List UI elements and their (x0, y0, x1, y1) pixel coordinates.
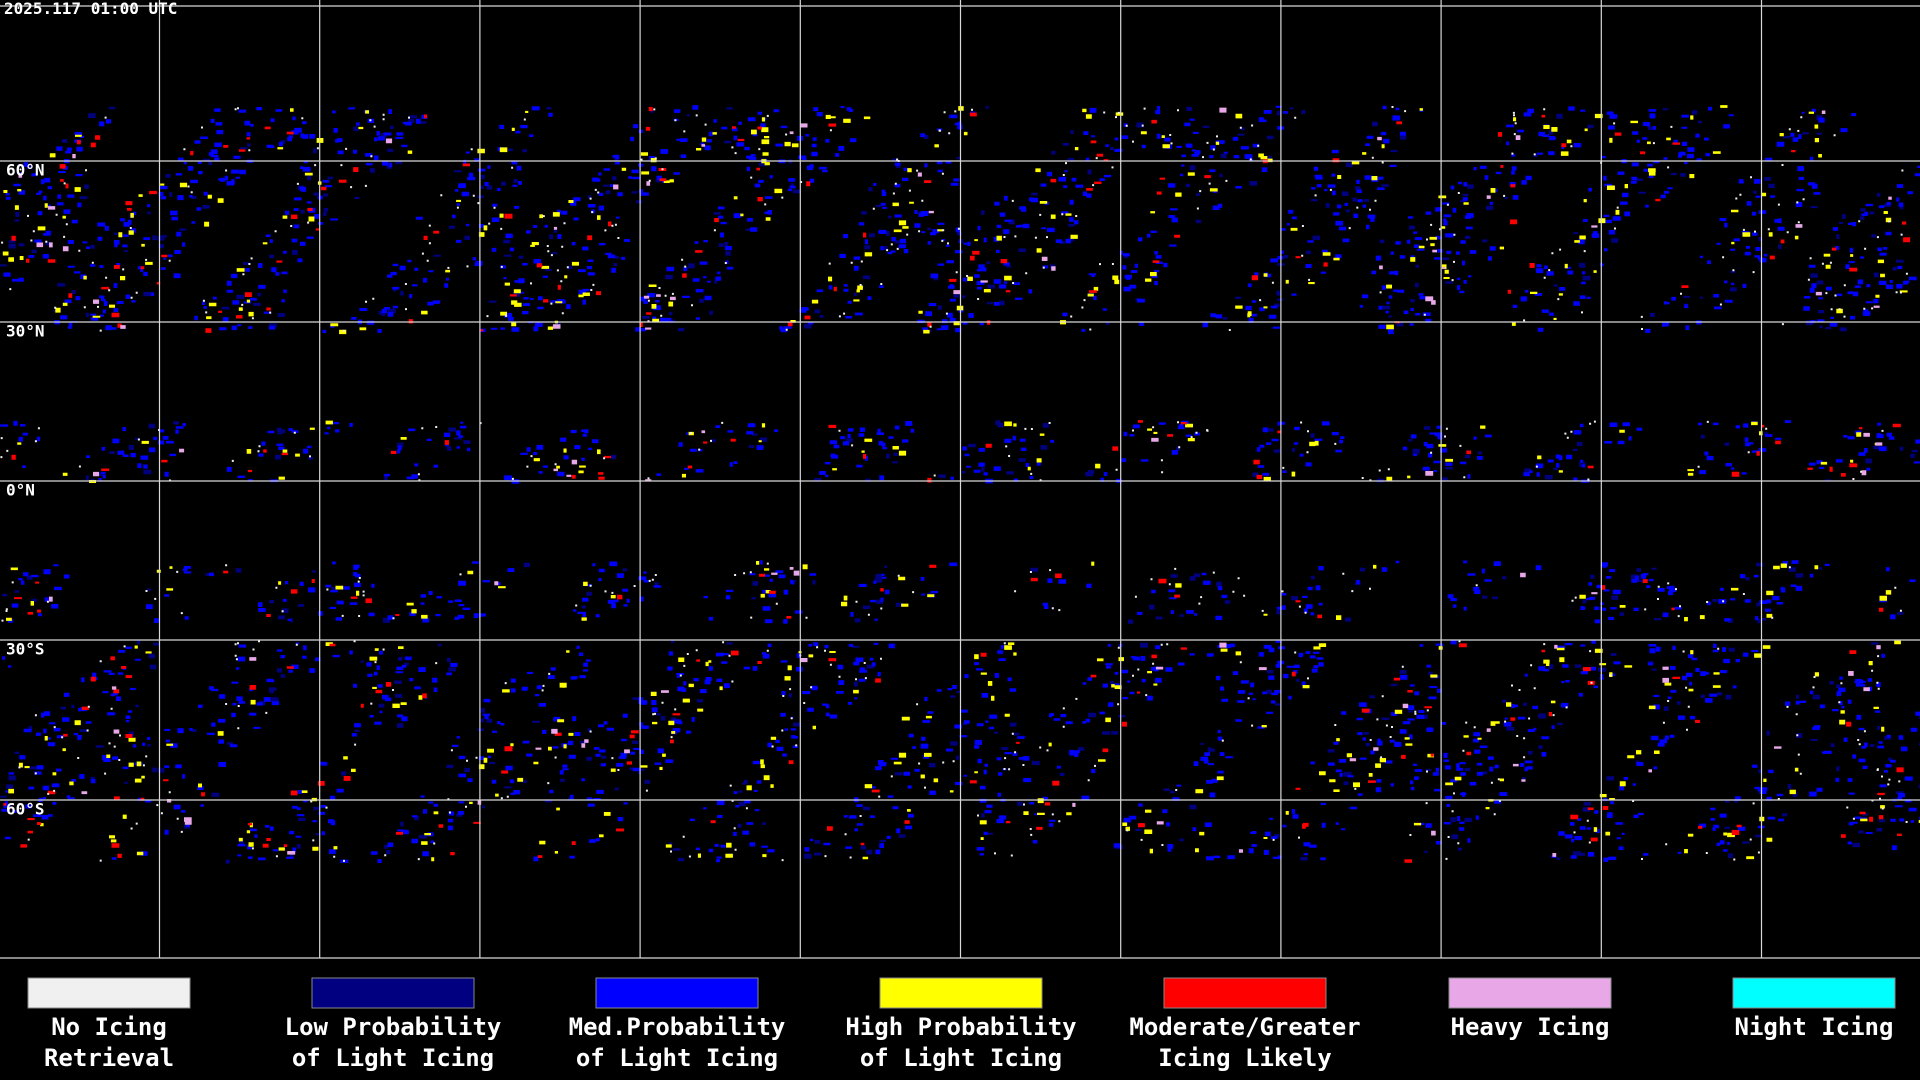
legend-label: High Probability (845, 1013, 1076, 1041)
legend-label: No Icing (51, 1013, 167, 1041)
legend-label: Low Probability (285, 1013, 502, 1041)
icing-field (0, 105, 1920, 864)
legend-label: Med.Probability (569, 1013, 786, 1041)
legend-swatch (879, 977, 1043, 1009)
legend-label: of Light Icing (576, 1044, 778, 1072)
latitude-labels: 60°N 30°N 0°N 30°S 60°S (6, 161, 45, 819)
legend-label: of Light Icing (860, 1044, 1062, 1072)
graticule (0, 0, 1920, 959)
latitude-label: 30°N (6, 322, 45, 341)
legend-swatch (27, 977, 191, 1009)
legend-label: Icing Likely (1158, 1044, 1331, 1072)
legend: No Icing Retrieval Low Probability of Light… (27, 977, 1896, 1072)
icing-area (0, 105, 1920, 863)
latitude-label: 0°N (6, 481, 35, 500)
legend-label: Night Icing (1735, 1013, 1894, 1041)
legend-swatch (1732, 977, 1896, 1009)
timestamp: 2025.117 01:00 UTC (4, 0, 177, 18)
legend-swatch (1163, 977, 1327, 1009)
legend-swatch (1448, 977, 1612, 1009)
legend-swatch (595, 977, 759, 1009)
latitude-label: 60°S (6, 800, 45, 819)
legend-label: Retrieval (44, 1044, 174, 1072)
legend-label: Heavy Icing (1451, 1013, 1610, 1041)
legend-label: of Light Icing (292, 1044, 494, 1072)
latitude-label: 30°S (6, 640, 45, 659)
legend-label: Moderate/Greater (1129, 1013, 1360, 1041)
latitude-label: 60°N (6, 161, 45, 180)
legend-swatch (311, 977, 475, 1009)
